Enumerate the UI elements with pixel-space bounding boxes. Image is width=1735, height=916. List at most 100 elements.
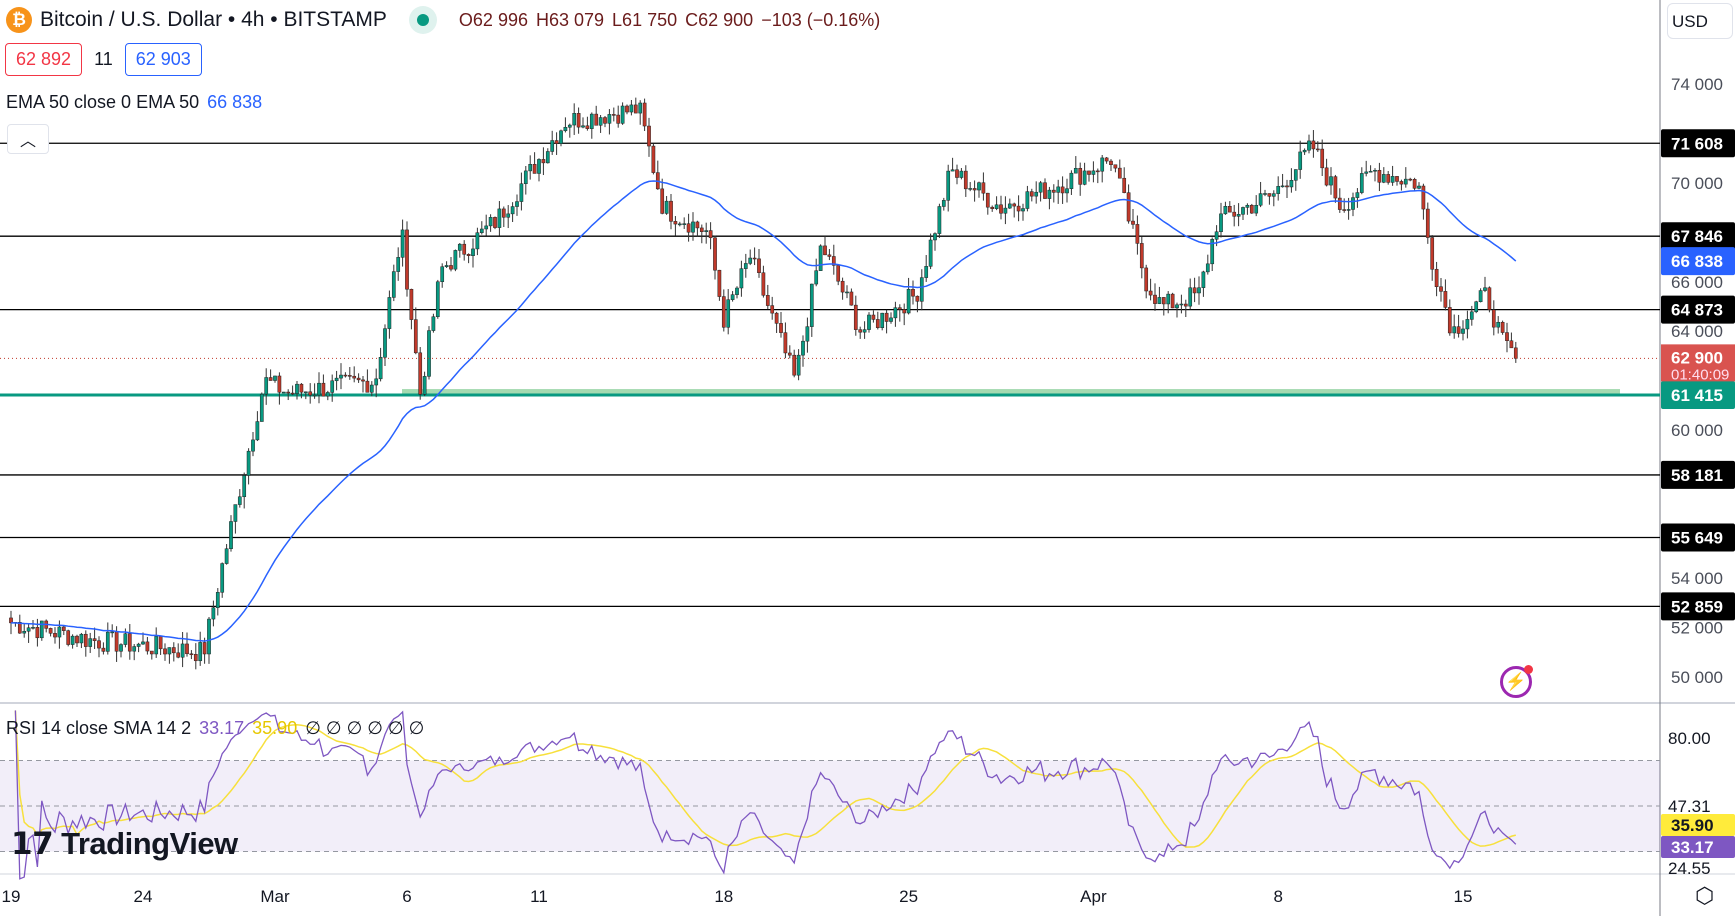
candle-body [277, 375, 282, 393]
candle-body [550, 140, 555, 152]
price-tick: 50 000 [1671, 668, 1723, 687]
candle-body [365, 380, 370, 393]
candle-body [1263, 193, 1267, 195]
candle-body [625, 105, 629, 113]
candle-body [1293, 169, 1298, 181]
candle-body [1060, 186, 1065, 194]
collapse-legend-button[interactable]: ︿ [7, 124, 49, 154]
candle-body [1333, 176, 1338, 199]
rsi-axis-label: 33.17 [1671, 838, 1714, 857]
candle-body [255, 421, 260, 441]
candle-body [633, 104, 638, 114]
candle-body [1245, 204, 1250, 208]
currency-selector[interactable]: USD [1667, 3, 1733, 39]
candle-body [61, 626, 66, 631]
candle-body [642, 102, 647, 127]
candle-body [1465, 319, 1470, 330]
candle-body [1373, 169, 1377, 172]
candle-body [154, 636, 159, 655]
candle-body [449, 265, 453, 270]
candle-body [57, 626, 62, 638]
candle-body [1478, 290, 1483, 303]
rsi-line [14, 710, 1517, 880]
candle-body [1258, 193, 1263, 206]
candle-body [347, 375, 352, 377]
candle-body [585, 125, 590, 129]
candle-body [273, 375, 277, 381]
candle-body [919, 277, 924, 302]
candle-body [682, 223, 687, 225]
level-label-bg [1661, 295, 1735, 324]
candle-body [664, 200, 669, 214]
settings-icon[interactable]: ⬡ [1695, 883, 1715, 908]
candle-body [717, 269, 722, 297]
candle-body [598, 117, 603, 126]
candle-body [1509, 340, 1514, 349]
candle-body [519, 183, 524, 202]
candle-body [1223, 206, 1228, 215]
candle-body [1298, 151, 1303, 170]
candle-body [1007, 203, 1012, 209]
candle-body [787, 352, 792, 356]
candle-body [259, 393, 264, 422]
candle-body [1227, 206, 1232, 213]
candle-body [669, 200, 673, 222]
candle-body [611, 114, 616, 116]
time-tick: 15 [1454, 887, 1473, 906]
flash-alert-icon[interactable]: ⚡ [1500, 665, 1533, 698]
candle-body [1170, 293, 1175, 309]
candle-body [1109, 160, 1113, 165]
tv-logo-icon: 𝟭𝟳 [11, 826, 54, 861]
rsi-sma-line [14, 710, 1516, 848]
candle-body [792, 354, 797, 376]
candle-body [1175, 304, 1179, 309]
rsi-value: 33.17 [199, 718, 245, 738]
candle-body [757, 258, 761, 273]
candle-body [1091, 170, 1096, 175]
symbol-title[interactable]: Bitcoin / U.S. Dollar • 4h • BITSTAMP [40, 8, 387, 31]
candle-body [1148, 290, 1153, 296]
candle-body [875, 319, 880, 328]
candle-body [1214, 231, 1219, 240]
candle-body [1483, 287, 1487, 291]
candle-body [405, 229, 409, 290]
candle-body [554, 140, 559, 144]
candle-body [185, 643, 189, 655]
candle-body [1139, 243, 1144, 269]
candle-body [1095, 170, 1100, 173]
sell-button[interactable]: 62 892 [5, 43, 83, 76]
candle-body [620, 105, 625, 124]
candle-body [1276, 186, 1281, 194]
candle-body [1500, 321, 1505, 333]
candle-body [440, 266, 445, 283]
candle-body [713, 237, 717, 271]
candle-body [831, 256, 836, 266]
market-status-icon[interactable] [408, 6, 437, 34]
candle-body [1430, 237, 1435, 270]
candle-body [488, 217, 493, 227]
buy-button[interactable]: 62 903 [124, 43, 202, 76]
candle-body [427, 330, 431, 377]
tradingview-logo[interactable]: 𝟭𝟳 TradingView [11, 826, 238, 862]
candle-body [506, 213, 511, 218]
candle-body [149, 650, 154, 655]
candle-body [1056, 186, 1061, 193]
level-label-bg [1661, 222, 1735, 251]
candle-body [1183, 303, 1188, 307]
candle-body [1390, 176, 1395, 183]
time-tick: 11 [530, 887, 548, 906]
rsi-legend[interactable]: RSI 14 close SMA 14 2 33.17 35.90 ∅ ∅ ∅ … [6, 718, 424, 739]
price-tick: 52 000 [1671, 619, 1723, 638]
candle-body [31, 627, 35, 629]
time-tick: Mar [260, 887, 290, 906]
candle-body [805, 326, 810, 342]
candle-body [1421, 185, 1426, 210]
ema-legend[interactable]: EMA 50 close 0 EMA 50 66 838 [6, 92, 262, 113]
candle-body [202, 642, 207, 655]
time-tick: 19 [2, 887, 21, 906]
candle-body [660, 188, 665, 214]
candle-body [26, 627, 31, 632]
candle-body [317, 382, 321, 396]
candle-body [563, 126, 568, 132]
